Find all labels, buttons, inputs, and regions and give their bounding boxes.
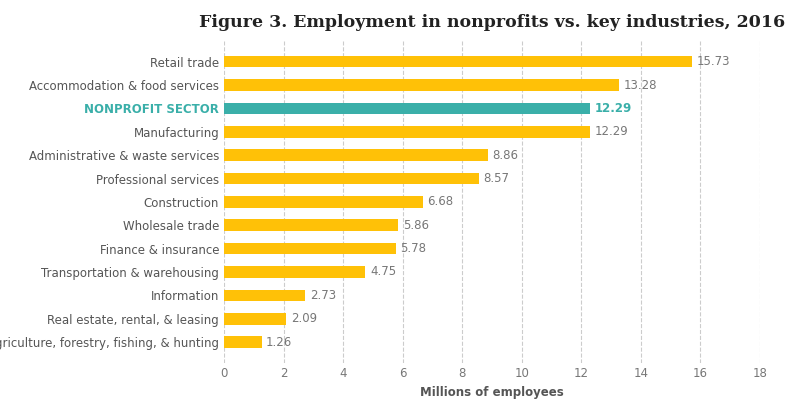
Text: 2.73: 2.73	[310, 289, 336, 302]
Text: 5.78: 5.78	[401, 242, 426, 255]
Bar	[224, 126, 590, 138]
Text: 1.26: 1.26	[266, 336, 292, 349]
Text: 8.57: 8.57	[484, 172, 510, 185]
Bar	[224, 103, 590, 114]
Text: 5.86: 5.86	[403, 219, 429, 232]
Text: 12.29: 12.29	[594, 125, 628, 138]
Bar	[224, 173, 479, 184]
Text: 4.75: 4.75	[370, 265, 396, 279]
Bar	[224, 220, 398, 231]
Bar	[224, 56, 693, 68]
X-axis label: Millions of employees: Millions of employees	[420, 386, 564, 399]
Text: 8.86: 8.86	[492, 149, 518, 162]
Bar	[224, 266, 366, 278]
Bar	[224, 196, 423, 208]
Title: Figure 3. Employment in nonprofits vs. key industries, 2016: Figure 3. Employment in nonprofits vs. k…	[199, 14, 785, 31]
Text: 13.28: 13.28	[624, 79, 658, 91]
Text: 12.29: 12.29	[594, 102, 632, 115]
Bar	[224, 290, 306, 301]
Text: 6.68: 6.68	[427, 195, 454, 208]
Bar	[224, 313, 286, 325]
Bar	[224, 243, 396, 255]
Bar	[224, 79, 619, 91]
Bar	[224, 336, 262, 348]
Text: 15.73: 15.73	[697, 55, 730, 68]
Bar	[224, 149, 488, 161]
Text: 2.09: 2.09	[290, 312, 317, 325]
